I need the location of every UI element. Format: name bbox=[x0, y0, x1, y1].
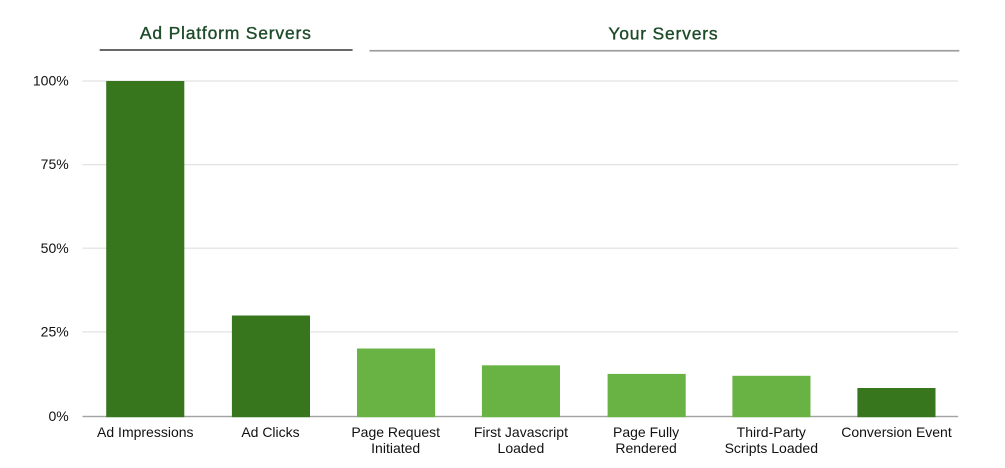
svg-text:Initiated: Initiated bbox=[371, 440, 420, 456]
svg-text:Your Servers: Your Servers bbox=[608, 24, 718, 44]
svg-text:Loaded: Loaded bbox=[498, 440, 545, 456]
svg-text:Rendered: Rendered bbox=[615, 440, 677, 456]
svg-text:Ad Platform Servers: Ad Platform Servers bbox=[140, 23, 312, 43]
svg-text:Ad Impressions: Ad Impressions bbox=[97, 424, 193, 440]
svg-text:First Javascript: First Javascript bbox=[474, 424, 568, 440]
svg-text:Page Request: Page Request bbox=[351, 424, 440, 440]
svg-text:100%: 100% bbox=[33, 73, 69, 89]
svg-text:Ad Clicks: Ad Clicks bbox=[241, 424, 299, 440]
svg-text:Scripts Loaded: Scripts Loaded bbox=[725, 440, 818, 456]
svg-text:Conversion Event: Conversion Event bbox=[841, 424, 952, 440]
svg-text:25%: 25% bbox=[41, 324, 69, 340]
svg-text:50%: 50% bbox=[41, 240, 69, 256]
svg-text:0%: 0% bbox=[48, 408, 68, 424]
svg-text:Third-Party: Third-Party bbox=[737, 424, 806, 440]
svg-text:75%: 75% bbox=[41, 156, 69, 172]
svg-text:Page Fully: Page Fully bbox=[613, 424, 679, 440]
